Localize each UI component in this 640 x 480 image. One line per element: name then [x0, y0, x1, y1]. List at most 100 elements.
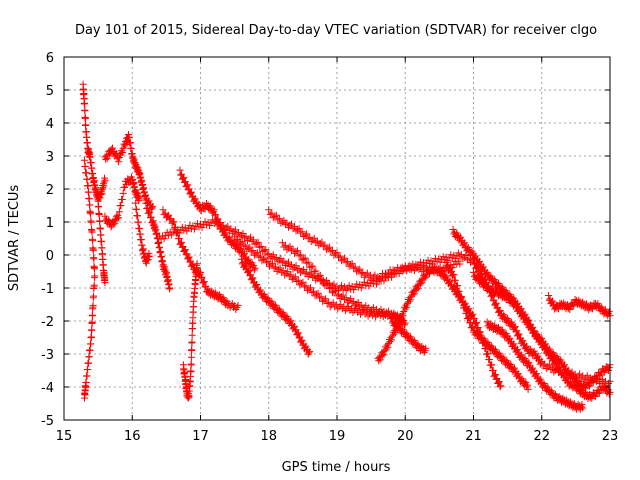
series-pass-o — [278, 239, 402, 323]
data-point — [240, 250, 248, 258]
data-point — [304, 258, 312, 266]
data-point — [118, 149, 126, 157]
data-point — [479, 263, 487, 271]
data-point — [523, 316, 531, 324]
data-point — [302, 342, 310, 350]
data-point — [469, 310, 477, 318]
data-point — [160, 235, 168, 243]
y-tick-label: -5 — [41, 414, 54, 429]
data-point — [442, 272, 450, 280]
data-point — [351, 302, 359, 310]
data-point — [270, 264, 278, 272]
data-point — [300, 283, 308, 291]
data-point — [89, 294, 97, 302]
data-point — [84, 359, 92, 367]
y-tick-label: -4 — [41, 381, 54, 396]
data-point — [113, 215, 121, 223]
data-point — [119, 189, 127, 197]
data-point — [185, 253, 193, 261]
chart-title: Day 101 of 2015, Sidereal Day-to-day VTE… — [75, 23, 597, 38]
data-point — [523, 342, 531, 350]
data-point — [98, 238, 106, 246]
data-point — [90, 255, 98, 263]
data-point — [101, 176, 109, 184]
data-point — [134, 218, 142, 226]
data-point — [524, 385, 532, 393]
data-point — [210, 206, 218, 214]
x-tick-label: 20 — [397, 429, 414, 444]
data-point — [132, 205, 140, 213]
data-point — [88, 326, 96, 334]
data-point — [234, 301, 242, 309]
data-point — [455, 287, 463, 295]
data-point — [189, 260, 197, 268]
data-point — [83, 175, 91, 183]
data-point — [264, 258, 272, 265]
y-tick-label: 4 — [46, 117, 54, 132]
data-point — [313, 272, 321, 280]
data-point — [548, 297, 556, 305]
data-point — [328, 289, 336, 297]
data-point — [297, 251, 305, 259]
data-point — [476, 257, 484, 265]
data-point — [460, 239, 468, 247]
data-point — [496, 307, 504, 315]
data-point — [96, 218, 104, 226]
data-point — [291, 322, 299, 330]
data-point — [306, 284, 314, 292]
data-point — [290, 274, 298, 282]
data-point — [312, 267, 320, 275]
data-point — [342, 259, 350, 267]
data-point — [81, 114, 89, 122]
data-point — [297, 280, 305, 288]
data-point — [117, 202, 125, 210]
data-point — [605, 390, 613, 398]
data-point — [578, 400, 586, 408]
data-point — [489, 366, 497, 374]
data-point — [303, 230, 311, 238]
data-point — [459, 255, 467, 263]
data-point — [84, 182, 92, 190]
data-point — [254, 238, 262, 246]
data-point — [86, 201, 94, 209]
data-point — [542, 340, 550, 348]
data-point — [106, 150, 113, 158]
data-point — [298, 336, 306, 344]
data-point — [564, 366, 572, 374]
data-point — [255, 253, 263, 261]
data-point — [187, 188, 195, 196]
data-point — [274, 216, 282, 224]
data-point — [285, 272, 293, 280]
data-point — [271, 213, 279, 220]
data-point — [275, 215, 283, 223]
data-point — [324, 244, 332, 252]
data-point — [303, 259, 311, 267]
data-point — [287, 271, 295, 279]
y-tick-label: -2 — [41, 315, 54, 330]
data-point — [80, 156, 88, 164]
data-point — [381, 347, 389, 355]
data-point — [466, 318, 474, 326]
data-point — [284, 268, 292, 276]
data-point — [82, 372, 90, 380]
data-point — [401, 319, 409, 327]
data-point — [347, 261, 355, 269]
data-point — [304, 235, 312, 243]
data-point — [459, 298, 467, 306]
data-point — [147, 213, 155, 221]
data-point — [414, 284, 422, 292]
data-point — [289, 265, 297, 273]
data-point — [267, 261, 275, 269]
data-point — [291, 273, 299, 281]
data-point — [473, 319, 481, 327]
data-point — [390, 330, 398, 338]
data-point — [262, 246, 270, 254]
data-point — [330, 288, 338, 296]
data-point — [132, 199, 140, 207]
data-point — [90, 285, 98, 293]
data-point — [298, 256, 306, 264]
data-point — [341, 283, 349, 291]
data-point — [265, 206, 273, 214]
series-pass-u — [483, 318, 587, 413]
data-point — [318, 277, 326, 285]
